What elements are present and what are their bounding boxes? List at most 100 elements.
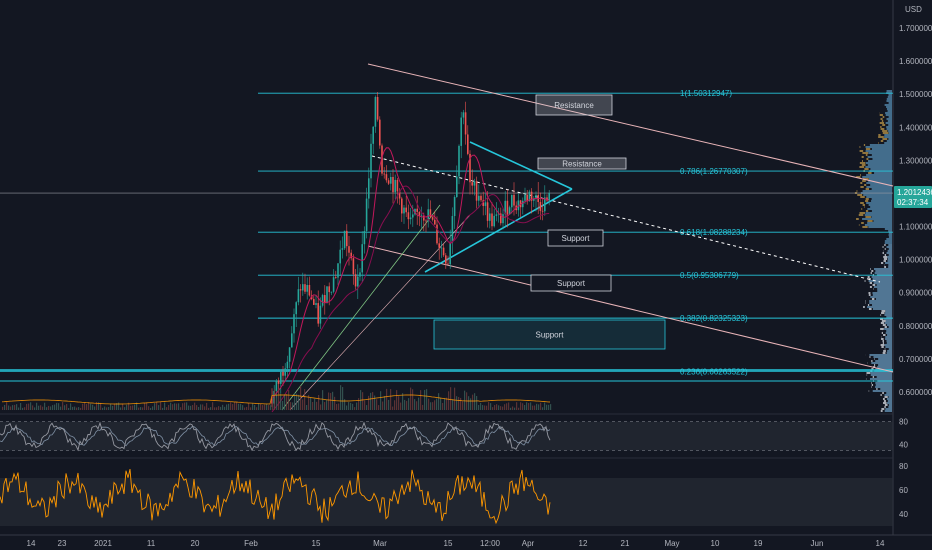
volume-bar	[478, 404, 480, 410]
volume-bar	[310, 397, 312, 410]
candle-body	[506, 200, 509, 215]
volume-profile-bar	[884, 344, 892, 346]
trend-line-upper[interactable]	[367, 63, 894, 187]
triangle-upper-line[interactable]	[469, 141, 573, 190]
volume-profile-bar	[870, 374, 892, 376]
time-tick-label: 14	[27, 539, 36, 548]
volume-moving-average	[1, 394, 551, 405]
volume-profile-bar	[884, 348, 886, 350]
volume-bar	[144, 403, 146, 410]
trend-line-lower[interactable]	[367, 245, 894, 373]
volume-bar	[370, 392, 372, 410]
candle-body	[330, 291, 333, 293]
volume-profile-bar	[888, 102, 892, 104]
time-tick-label: 12	[579, 539, 588, 548]
volume-bar	[540, 402, 542, 410]
volume-bar	[350, 402, 352, 410]
volume-profile-bar	[884, 410, 892, 412]
volume-bar	[130, 405, 132, 410]
volume-bar	[318, 395, 320, 410]
candle-body	[548, 192, 550, 201]
volume-bar	[524, 405, 526, 410]
volume-profile-bar	[882, 132, 889, 134]
candle-body	[365, 198, 368, 232]
volume-bar	[126, 404, 128, 410]
volume-profile-bar	[864, 214, 892, 216]
candle-body	[429, 209, 432, 218]
volume-profile-bar	[884, 136, 892, 138]
volume-profile-bar	[882, 116, 885, 118]
volume-bar	[32, 405, 34, 410]
moving-average-slow	[271, 185, 550, 413]
volume-bar	[94, 406, 96, 410]
time-tick-label: 12:00	[480, 539, 501, 548]
annotation-box[interactable]	[547, 229, 604, 247]
candle-body	[385, 174, 388, 181]
volume-profile-bar	[862, 178, 869, 180]
volume-bar	[522, 403, 524, 410]
candle-body	[319, 305, 322, 324]
volume-profile-bar	[859, 212, 866, 214]
volume-profile-bar	[858, 224, 860, 226]
volume-profile-bar	[888, 254, 892, 256]
volume-profile-bar	[888, 326, 892, 328]
annotation-box[interactable]	[535, 94, 613, 116]
volume-bar	[294, 392, 296, 410]
volume-bar	[20, 403, 22, 410]
oscillator-pane-2[interactable]: 80 60 40	[0, 462, 908, 526]
volume-bar	[354, 407, 356, 410]
volume-bar	[280, 393, 282, 410]
annotation-box[interactable]	[537, 157, 627, 170]
candle-body	[387, 180, 390, 184]
volume-profile-bar	[886, 128, 892, 130]
volume-profile-bar	[874, 268, 892, 270]
candle-body	[341, 248, 344, 250]
volume-bar	[454, 387, 456, 410]
volume-profile-bar	[868, 292, 871, 294]
volume-bar	[242, 405, 244, 410]
candle-body	[372, 126, 374, 144]
time-tick-label: 15	[444, 539, 453, 548]
volume-profile-bar	[884, 326, 887, 328]
volume-profile-bar	[883, 334, 886, 336]
volume-profile-bar	[871, 270, 874, 272]
volume-profile-bar	[888, 124, 892, 126]
volume-profile-bar	[888, 406, 892, 408]
time-axis[interactable]: 14 23 2021 11 20 Feb 15 Mar 15 12:00 Apr 12 21 May 10 1…	[0, 534, 932, 548]
volume-bar	[400, 402, 402, 410]
volume-profile-bar	[872, 308, 892, 310]
candle-body	[504, 200, 506, 215]
volume-bar	[368, 395, 370, 410]
volume-profile-bar	[879, 114, 883, 116]
volume-profile-bar	[880, 410, 883, 412]
volume-bar	[356, 402, 358, 410]
oscillator-pane-1[interactable]: 80 40	[0, 418, 908, 452]
candle-body	[458, 145, 460, 177]
volume-profile-bar	[886, 330, 892, 332]
volume-profile-bar	[879, 122, 885, 124]
main-price-pane[interactable]: 1(1.50312947) 0.786(1.26770307) 0.618(1.08…	[0, 63, 894, 413]
volume-profile-bar	[864, 224, 892, 226]
volume-bar	[226, 404, 228, 410]
volume-bar	[186, 402, 188, 410]
candle-body	[456, 176, 458, 198]
annotation-box[interactable]	[530, 274, 612, 292]
volume-bar	[132, 405, 134, 410]
volume-profile-bar	[878, 358, 892, 360]
volume-profile-bar	[884, 228, 892, 230]
volume-bar	[62, 402, 64, 410]
volume-profile-bar	[888, 348, 892, 350]
volume-profile-bar	[881, 338, 884, 340]
volume-bar	[358, 398, 360, 410]
volume-bar	[168, 404, 170, 410]
annotation-box[interactable]	[433, 319, 666, 350]
oscillator-2-tick: 40	[899, 510, 908, 519]
volume-bar	[76, 407, 78, 410]
volume-profile-bar	[888, 266, 892, 268]
volume-profile-bar	[862, 218, 892, 220]
support-trend-line[interactable]	[281, 204, 441, 411]
volume-profile-bar	[880, 314, 882, 316]
oscillator-1-line	[0, 421, 551, 452]
candle-body	[332, 277, 335, 292]
